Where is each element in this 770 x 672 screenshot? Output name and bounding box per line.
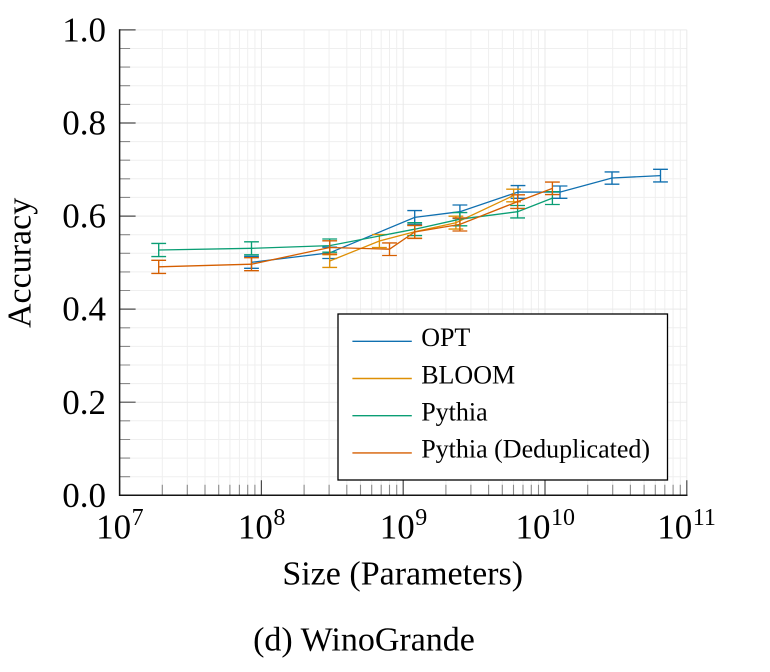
svg-text:(d) WinoGrande: (d) WinoGrande — [253, 622, 475, 659]
svg-text:10: 10 — [551, 505, 575, 531]
svg-text:9: 9 — [415, 505, 427, 531]
svg-text:OPT: OPT — [421, 323, 470, 352]
svg-text:8: 8 — [273, 505, 285, 531]
svg-text:11: 11 — [693, 505, 716, 531]
svg-text:Size (Parameters): Size (Parameters) — [282, 555, 523, 592]
svg-text:Pythia (Deduplicated): Pythia (Deduplicated) — [421, 435, 650, 464]
svg-text:10: 10 — [516, 508, 551, 547]
svg-text:0.2: 0.2 — [62, 383, 106, 422]
svg-text:0.6: 0.6 — [62, 197, 106, 236]
svg-text:0.0: 0.0 — [62, 476, 106, 515]
svg-text:0.8: 0.8 — [62, 104, 106, 143]
svg-text:BLOOM: BLOOM — [421, 360, 515, 389]
svg-text:7: 7 — [132, 505, 144, 531]
svg-text:0.4: 0.4 — [62, 290, 106, 329]
svg-text:1.0: 1.0 — [62, 11, 106, 50]
svg-text:Accuracy: Accuracy — [2, 198, 39, 328]
svg-text:10: 10 — [238, 508, 273, 547]
svg-text:10: 10 — [657, 508, 692, 547]
svg-text:10: 10 — [380, 508, 415, 547]
svg-text:10: 10 — [96, 508, 131, 547]
svg-text:Pythia: Pythia — [421, 398, 488, 427]
